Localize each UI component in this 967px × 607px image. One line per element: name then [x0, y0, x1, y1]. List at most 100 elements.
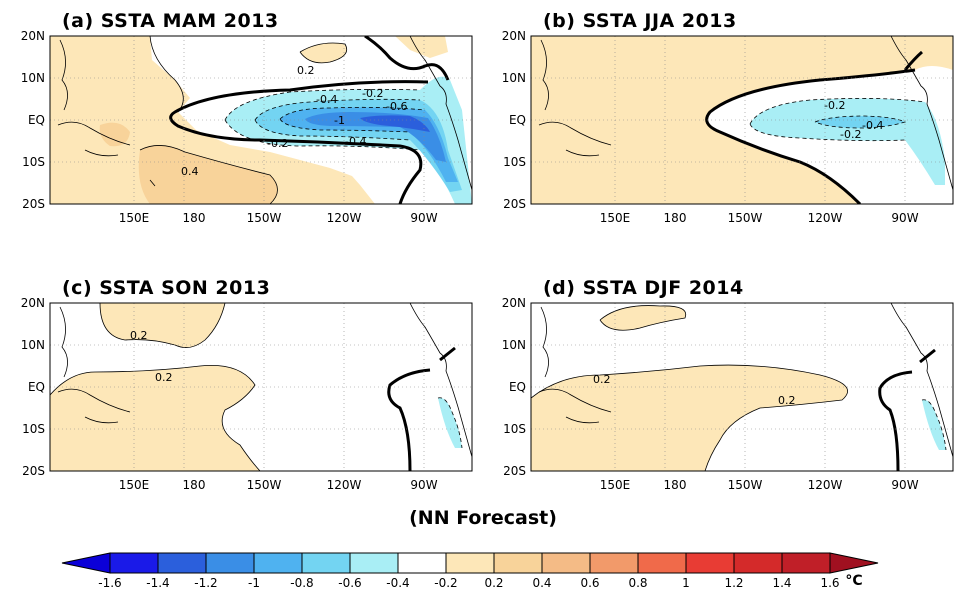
panel-a-warm-region-north [300, 43, 347, 63]
panel-d-contour-labels: 0.2 0.2 [593, 373, 796, 407]
colorbar-swatch-5 [349, 552, 399, 574]
panel-c-xtick-120w: 120W [327, 478, 362, 492]
panel-a-contour-label-4: -0.6 [386, 100, 407, 113]
panel-c-contour-label-1: 0.2 [130, 329, 148, 342]
colorbar-swatch-1 [157, 552, 207, 574]
panel-c-contour-neg02 [437, 397, 463, 449]
panel-d-ytick-10n: 10N [502, 338, 526, 352]
colorbar-tick-label-4: -0.8 [290, 576, 313, 590]
panel-d-cool-region [922, 399, 946, 450]
panel-b-xtick-180: 180 [664, 211, 687, 225]
panel-a-cool-region-5 [360, 115, 430, 132]
panel-b-xtick-150e: 150E [600, 211, 631, 225]
panel-d-title: (d) SSTA DJF 2014 [543, 277, 744, 299]
colorbar-swatch-3 [253, 552, 303, 574]
panel-c-zero-contour [387, 346, 456, 471]
panel-d-xtick-150e: 150E [600, 478, 631, 492]
colorbar: -1.6 -1.4 -1.2 -1 -0.8 -0.6 -0.4 -0.2 0.2 0.4 0.6 0… [61, 552, 879, 590]
panel-b: (b) SSTA JJA 2013 -0.2 -0.4 -0.2 20N 10N… [502, 10, 954, 225]
colorbar-tick-label-3: -1 [248, 576, 260, 590]
panel-a-xtick-150e: 150E [119, 211, 150, 225]
panel-b-coastline [538, 36, 953, 191]
panel-a: (a) SSTA MAM 2013 [21, 10, 473, 225]
panel-a-xtick-90w: 90W [410, 211, 437, 225]
colorbar-tick-label-0: -1.6 [98, 576, 121, 590]
colorbar-swatch-0 [109, 552, 159, 574]
panel-c-title: (c) SSTA SON 2013 [62, 277, 270, 299]
panel-a-contour-label-3: -0.2 [362, 87, 383, 100]
panel-d-contour-label-1: 0.2 [593, 373, 611, 386]
panel-a-contour-label-1: 0.2 [297, 64, 315, 77]
panel-a-ytick-eq: EQ [28, 113, 45, 127]
colorbar-tick-label-5: -0.6 [338, 576, 361, 590]
panel-c-contour-pos02-main [50, 365, 261, 471]
panel-a-warm-region-w [99, 122, 130, 147]
panel-c-map [50, 303, 472, 471]
panel-b-contour-label-3: -0.2 [840, 128, 861, 141]
panel-c-ytick-10s: 10S [22, 422, 45, 436]
panel-c-yticks: 20N 10N EQ 10S 20S [21, 296, 45, 478]
panel-b-cool-region-2 [815, 116, 905, 128]
panel-d-ytick-eq: EQ [509, 380, 526, 394]
panel-d-xtick-150w: 150W [728, 478, 763, 492]
colorbar-swatch-2 [205, 552, 255, 574]
panel-a-contour-pos02 [149, 36, 348, 113]
panel-c-ytick-20s: 20S [22, 464, 45, 478]
panel-d-ytick-20s: 20S [503, 464, 526, 478]
colorbar-tick-label-11: 0.8 [628, 576, 647, 590]
panel-a-contour-label-6: -0.2 [267, 137, 288, 150]
panel-d-xtick-90w: 90W [891, 478, 918, 492]
panel-d-contour-neg02 [921, 399, 947, 451]
panel-c-warm-region-north [100, 303, 225, 348]
panel-b-map [531, 36, 953, 204]
panel-d-coastline [538, 303, 953, 458]
colorbar-swatch-6 [397, 552, 447, 574]
colorbar-high-arrow [829, 552, 879, 574]
panel-a-warm-region-sw [138, 145, 278, 204]
panel-b-contour-labels: -0.2 -0.4 -0.2 [824, 99, 883, 141]
panel-a-contour-label-8: -0.4 [345, 135, 366, 148]
panel-b-ytick-20n: 20N [502, 29, 526, 43]
panel-a-contour-label-2: -0.4 [316, 93, 337, 106]
colorbar-tick-label-15: 1.6 [820, 576, 839, 590]
panel-b-warm-region [531, 36, 953, 204]
panel-b-xtick-150w: 150W [728, 211, 763, 225]
panel-b-xtick-90w: 90W [891, 211, 918, 225]
colorbar-swatch-12 [685, 552, 735, 574]
colorbar-tick-label-10: 0.6 [580, 576, 599, 590]
panel-b-xticks: 150E 180 150W 120W 90W [600, 211, 919, 225]
panel-a-xtick-180: 180 [183, 211, 206, 225]
panel-b-contour-neg04 [814, 115, 907, 129]
colorbar-swatch-10 [589, 552, 639, 574]
colorbar-tick-label-7: -0.2 [434, 576, 457, 590]
panel-a-ytick-10s: 10S [22, 155, 45, 169]
panel-d-warm-region-main [531, 365, 848, 471]
panel-a-contour-pos04 [139, 145, 278, 204]
colorbar-swatch-9 [541, 552, 591, 574]
panel-a-zero-contour [169, 36, 450, 204]
panel-c-xticks: 150E 180 150W 120W 90W [119, 478, 438, 492]
panel-c: (c) SSTA SON 2013 0.2 0.2 20N 10N EQ 1 [21, 277, 473, 492]
panel-b-title: (b) SSTA JJA 2013 [543, 10, 737, 32]
panel-c-cool-region [438, 397, 462, 448]
panel-a-contour-label-7: 0.4 [181, 165, 199, 178]
panel-c-xtick-90w: 90W [410, 478, 437, 492]
panel-b-contour-neg02 [749, 98, 926, 142]
panel-a-contour-neg02 [224, 88, 421, 151]
panel-c-contour-labels: 0.2 0.2 [130, 329, 173, 384]
panel-a-coastline [57, 36, 472, 191]
colorbar-swatch-8 [493, 552, 543, 574]
panel-a-contour-labels: 0.2 -0.4 -0.2 -0.6 -1 -0.2 0.4 -0.4 [181, 64, 407, 178]
panel-c-coastline [57, 303, 472, 458]
panel-a-contour-neg04 [254, 98, 421, 141]
panel-a-xticks: 150E 180 150W 120W 90W [119, 211, 438, 225]
panel-b-xtick-120w: 120W [808, 211, 843, 225]
panel-b-yticks: 20N 10N EQ 10S 20S [502, 29, 526, 211]
panel-c-ytick-eq: EQ [28, 380, 45, 394]
panel-d-ytick-20n: 20N [502, 296, 526, 310]
panel-d-zero-contour [878, 348, 936, 471]
panel-a-contour-neg06 [279, 106, 426, 133]
panel-b-contour-label-2: -0.4 [862, 119, 883, 132]
figure-footer: (NN Forecast) [409, 507, 557, 529]
